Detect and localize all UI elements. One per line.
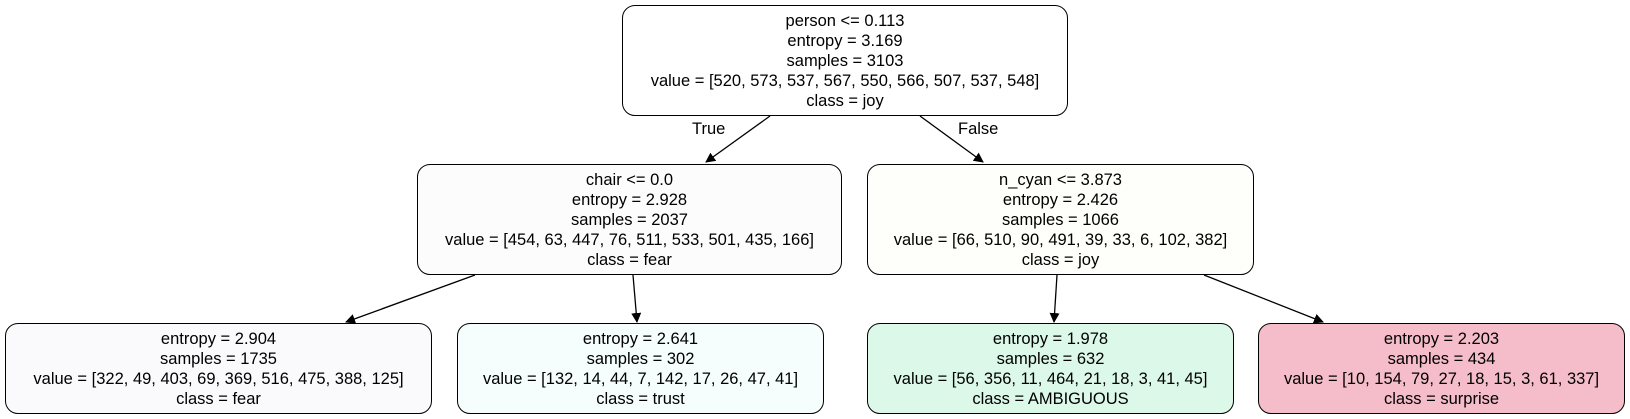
- node-value: value = [520, 573, 537, 567, 550, 566, 5…: [650, 71, 1040, 90]
- node-class: class = AMBIGUOUS: [972, 389, 1129, 408]
- edge-n1-n3: [631, 274, 642, 323]
- node-value: value = [454, 63, 447, 76, 511, 533, 501…: [445, 230, 814, 249]
- edge-n1-n2: [345, 274, 476, 324]
- node-split-condition: chair <= 0.0: [585, 170, 674, 189]
- tree-node-n6: entropy = 2.203 samples = 434 value = [1…: [1258, 323, 1625, 414]
- tree-node-n4: n_cyan <= 3.873 entropy = 2.426 samples …: [867, 164, 1254, 275]
- node-entropy: entropy = 2.928: [571, 190, 688, 209]
- node-entropy: entropy = 1.978: [992, 329, 1109, 348]
- node-value: value = [132, 14, 44, 7, 142, 17, 26, 47…: [482, 369, 799, 388]
- node-samples: samples = 2037: [571, 210, 688, 229]
- node-class: class = joy: [1021, 250, 1100, 269]
- node-samples: samples = 1735: [160, 349, 277, 368]
- tree-node-n5: entropy = 1.978 samples = 632 value = [5…: [867, 323, 1234, 414]
- node-entropy: entropy = 2.426: [1002, 190, 1119, 209]
- edge-n4-n5: [1049, 274, 1060, 323]
- node-samples: samples = 3103: [786, 51, 904, 70]
- tree-node-n1: chair <= 0.0 entropy = 2.928 samples = 2…: [417, 164, 842, 275]
- node-class: class = fear: [176, 389, 261, 408]
- node-value: value = [10, 154, 79, 27, 18, 15, 3, 61,…: [1283, 369, 1600, 388]
- node-samples: samples = 632: [996, 349, 1105, 368]
- node-value: value = [56, 356, 11, 464, 21, 18, 3, 41…: [893, 369, 1208, 388]
- node-samples: samples = 302: [586, 349, 695, 368]
- node-value: value = [322, 49, 403, 69, 369, 516, 475…: [33, 369, 404, 388]
- node-value: value = [66, 510, 90, 491, 39, 33, 6, 10…: [893, 230, 1228, 249]
- node-class: class = fear: [587, 250, 672, 269]
- node-split-condition: n_cyan <= 3.873: [999, 170, 1122, 189]
- node-split-condition: person <= 0.113: [785, 11, 905, 30]
- node-class: class = joy: [806, 91, 884, 110]
- tree-node-n3: entropy = 2.641 samples = 302 value = [1…: [457, 323, 824, 414]
- node-entropy: entropy = 2.904: [160, 329, 277, 348]
- edge-n4-n6: [1203, 274, 1324, 324]
- edge-label-true: True: [692, 120, 726, 138]
- node-samples: samples = 1066: [1002, 210, 1119, 229]
- node-entropy: entropy = 2.641: [582, 329, 699, 348]
- node-samples: samples = 434: [1387, 349, 1496, 368]
- node-entropy: entropy = 3.169: [787, 31, 903, 50]
- node-entropy: entropy = 2.203: [1383, 329, 1500, 348]
- tree-node-n2: entropy = 2.904 samples = 1735 value = […: [5, 323, 432, 414]
- tree-node-root: person <= 0.113 entropy = 3.169 samples …: [622, 5, 1068, 116]
- node-class: class = trust: [596, 389, 685, 408]
- edge-root-n1: [705, 115, 771, 163]
- edge-root-n4: [919, 115, 984, 163]
- node-class: class = surprise: [1383, 389, 1500, 408]
- edge-label-false: False: [958, 120, 999, 138]
